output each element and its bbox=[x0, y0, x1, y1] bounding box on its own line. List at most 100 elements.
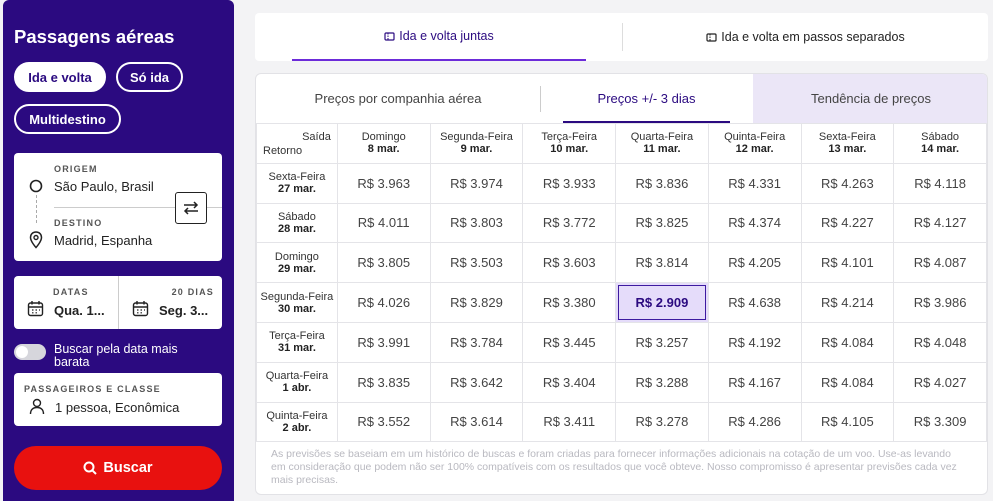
tab-roundtrip-together[interactable]: Ida e volta juntas bbox=[292, 13, 586, 61]
price-cell[interactable]: R$ 4.638 bbox=[707, 282, 802, 323]
departure-column-header: Sexta-Feira 13 mar. bbox=[800, 123, 895, 164]
price-cell[interactable]: R$ 4.101 bbox=[800, 242, 895, 284]
price-cell[interactable]: R$ 3.257 bbox=[615, 321, 709, 363]
departure-column-header: Terça-Feira 10 mar. bbox=[522, 123, 617, 164]
price-cell[interactable]: R$ 4.011 bbox=[336, 202, 431, 244]
price-cell[interactable]: R$ 4.263 bbox=[800, 162, 895, 204]
row-date: 28 mar. bbox=[277, 222, 316, 235]
price-cell[interactable]: R$ 3.411 bbox=[522, 401, 617, 443]
passengers-field[interactable]: PASSAGEIROS E CLASSE 1 pessoa, Econômica bbox=[14, 373, 222, 426]
price-cell[interactable]: R$ 4.205 bbox=[707, 242, 802, 284]
price-cell[interactable]: R$ 3.829 bbox=[429, 282, 524, 323]
column-day: Domingo bbox=[361, 131, 406, 144]
price-cell[interactable]: R$ 3.380 bbox=[522, 282, 617, 323]
price-cell[interactable]: R$ 3.445 bbox=[522, 321, 617, 363]
tab-flex-dates[interactable]: Preços +/- 3 dias bbox=[541, 74, 752, 123]
corner-departure-label: Saída bbox=[302, 131, 331, 143]
route-connector bbox=[36, 195, 37, 223]
price-cell[interactable]: R$ 4.286 bbox=[707, 401, 802, 443]
price-cell[interactable]: R$ 4.105 bbox=[800, 401, 895, 443]
price-cell[interactable]: R$ 3.603 bbox=[522, 242, 617, 284]
price-cell[interactable]: R$ 4.087 bbox=[893, 242, 987, 284]
price-cell[interactable]: R$ 3.772 bbox=[522, 202, 617, 244]
price-cell[interactable]: R$ 4.192 bbox=[707, 321, 802, 363]
price-cell[interactable]: R$ 3.805 bbox=[336, 242, 431, 284]
price-cell[interactable]: R$ 3.404 bbox=[522, 361, 617, 403]
tab-roundtrip-separate-label: Ida e volta em passos separados bbox=[721, 30, 905, 44]
passengers-label: PASSAGEIROS E CLASSE bbox=[24, 384, 161, 394]
table-row: Segunda-Feira 30 mar. R$ 4.026 R$ 3.829 R$ 3… bbox=[256, 282, 987, 323]
price-cell[interactable]: R$ 3.503 bbox=[429, 242, 524, 284]
price-cell[interactable]: R$ 4.084 bbox=[800, 321, 895, 363]
column-date: 8 mar. bbox=[367, 143, 400, 156]
price-cell[interactable]: R$ 3.835 bbox=[336, 361, 431, 403]
swap-route-button[interactable] bbox=[175, 192, 207, 224]
price-cell[interactable]: R$ 3.803 bbox=[429, 202, 524, 244]
tab-roundtrip-together-label: Ida e volta juntas bbox=[399, 29, 494, 43]
origin-field[interactable]: ORIGEM São Paulo, Brasil bbox=[14, 153, 222, 207]
tab-airline-prices[interactable]: Preços por companhia aérea bbox=[314, 91, 482, 106]
best-price-cell[interactable]: R$ 2.909 bbox=[615, 282, 709, 323]
row-day: Domingo bbox=[274, 250, 319, 263]
origin-value: São Paulo, Brasil bbox=[54, 179, 154, 194]
ticket-icon bbox=[706, 32, 717, 42]
price-cell[interactable]: R$ 3.974 bbox=[429, 162, 524, 204]
column-day: Quinta-Feira bbox=[724, 131, 786, 144]
price-cell[interactable]: R$ 3.933 bbox=[522, 162, 617, 204]
price-panel: Preços por companhia aérea Preços +/- 3 … bbox=[255, 73, 988, 495]
price-cell[interactable]: R$ 3.309 bbox=[893, 401, 987, 443]
table-row: Quinta-Feira 2 abr. R$ 3.552 R$ 3.614 R$ 3.4… bbox=[256, 401, 987, 443]
price-cell[interactable]: R$ 3.991 bbox=[336, 321, 431, 363]
price-cell[interactable]: R$ 4.048 bbox=[893, 321, 987, 363]
cheapest-date-toggle[interactable] bbox=[14, 344, 46, 360]
price-cell[interactable]: R$ 3.642 bbox=[429, 361, 524, 403]
row-day: Quinta-Feira bbox=[266, 409, 328, 422]
column-day: Segunda-Feira bbox=[440, 131, 513, 144]
table-row: Sábado 28 mar. R$ 4.011 R$ 3.803 R$ 3.772 R$ … bbox=[256, 202, 987, 244]
trip-type-oneway[interactable]: Só ida bbox=[116, 62, 183, 92]
trip-days-label: 20 DIAS bbox=[171, 287, 214, 297]
depart-date-field[interactable]: DATAS Qua. 1... bbox=[14, 276, 118, 329]
price-cell[interactable]: R$ 4.331 bbox=[707, 162, 802, 204]
origin-label: ORIGEM bbox=[54, 164, 98, 174]
price-cell[interactable]: R$ 4.374 bbox=[707, 202, 802, 244]
price-cell[interactable]: R$ 3.986 bbox=[893, 282, 987, 323]
row-day: Sábado bbox=[277, 210, 316, 223]
price-cell[interactable]: R$ 4.027 bbox=[893, 361, 987, 403]
price-cell[interactable]: R$ 3.288 bbox=[615, 361, 709, 403]
price-cell[interactable]: R$ 4.127 bbox=[893, 202, 987, 244]
row-date: 31 mar. bbox=[277, 342, 316, 355]
price-cell[interactable]: R$ 4.167 bbox=[707, 361, 802, 403]
return-row-header: Sexta-Feira 27 mar. bbox=[256, 162, 338, 204]
tab-price-trend[interactable]: Tendência de preços bbox=[753, 74, 987, 123]
price-cell[interactable]: R$ 3.552 bbox=[336, 401, 431, 443]
price-cell[interactable]: R$ 4.026 bbox=[336, 282, 431, 323]
trip-type-roundtrip[interactable]: Ida e volta bbox=[14, 62, 106, 92]
passengers-value: 1 pessoa, Econômica bbox=[55, 400, 180, 415]
price-cell[interactable]: R$ 3.963 bbox=[336, 162, 431, 204]
destination-field[interactable]: DESTINO Madrid, Espanha bbox=[14, 207, 222, 261]
price-cell[interactable]: R$ 4.084 bbox=[800, 361, 895, 403]
price-cell[interactable]: R$ 3.825 bbox=[615, 202, 709, 244]
price-cell[interactable]: R$ 3.278 bbox=[615, 401, 709, 443]
table-row: Terça-Feira 31 mar. R$ 3.991 R$ 3.784 R$ 3.4… bbox=[256, 321, 987, 363]
trip-type-multicity[interactable]: Multidestino bbox=[14, 104, 121, 134]
price-cell[interactable]: R$ 3.784 bbox=[429, 321, 524, 363]
departure-column-header: Segunda-Feira 9 mar. bbox=[429, 123, 524, 164]
price-cell[interactable]: R$ 3.836 bbox=[615, 162, 709, 204]
origin-circle-icon bbox=[29, 179, 43, 193]
price-cell[interactable]: R$ 4.227 bbox=[800, 202, 895, 244]
price-cell[interactable]: R$ 3.814 bbox=[615, 242, 709, 284]
tab-roundtrip-separate[interactable]: Ida e volta em passos separados bbox=[623, 13, 988, 61]
table-row: Quarta-Feira 1 abr. R$ 3.835 R$ 3.642 R$ 3.4… bbox=[256, 361, 987, 403]
return-row-header: Domingo 29 mar. bbox=[256, 242, 338, 284]
return-row-header: Segunda-Feira 30 mar. bbox=[256, 282, 338, 323]
return-date-field[interactable]: 20 DIAS Seg. 3... bbox=[119, 276, 222, 329]
sidebar-title: Passagens aéreas bbox=[14, 26, 175, 47]
price-cell[interactable]: R$ 3.614 bbox=[429, 401, 524, 443]
row-date: 2 abr. bbox=[282, 421, 312, 434]
price-cell[interactable]: R$ 4.118 bbox=[893, 162, 987, 204]
search-button[interactable]: Buscar bbox=[14, 446, 222, 490]
depart-date-value: Qua. 1... bbox=[54, 303, 105, 318]
price-cell[interactable]: R$ 4.214 bbox=[800, 282, 895, 323]
